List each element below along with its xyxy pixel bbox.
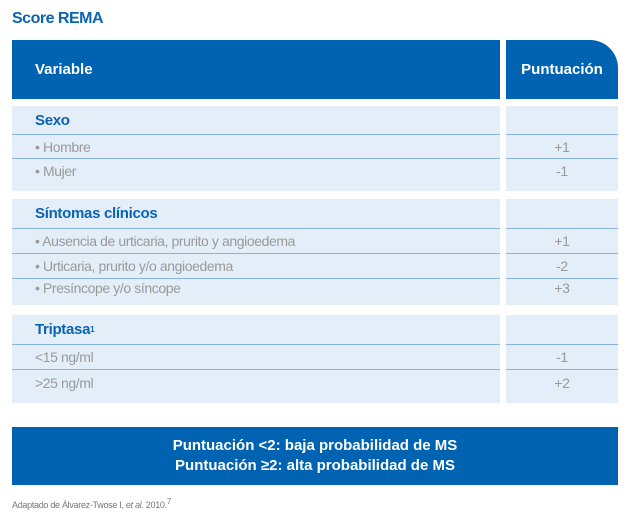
header-score: Puntuación <box>506 40 618 99</box>
row-label: • Presíncope y/o síncope <box>12 278 500 305</box>
summary-box: Puntuación <2: baja probabilidad de MS P… <box>12 427 618 485</box>
header-variable: Variable <box>12 40 500 99</box>
group-background <box>506 106 618 191</box>
group-heading: Triptasa 1 <box>35 321 95 338</box>
summary-line-2: Puntuación ≥2: alta probabilidad de MS <box>175 457 455 474</box>
group-heading: Sexo <box>35 111 70 129</box>
group-background <box>506 315 618 403</box>
group-background <box>12 199 500 305</box>
row-score: +1 <box>506 228 618 253</box>
table-title: Score REMA <box>12 10 104 27</box>
row-label: • Mujer <box>12 158 500 191</box>
row-label: • Hombre <box>12 134 500 158</box>
row-score: -1 <box>506 158 618 191</box>
row-score: -2 <box>506 253 618 278</box>
row-score: -1 <box>506 344 618 369</box>
row-score: +3 <box>506 278 618 305</box>
group-background <box>12 315 500 403</box>
row-score: +2 <box>506 369 618 403</box>
row-score: +1 <box>506 134 618 158</box>
row-label: <15 ng/ml <box>12 344 500 369</box>
row-label: • Urticaria, prurito y/o angioedema <box>12 253 500 278</box>
footnote: Adaptado de Álvarez-Twose I, et al. 2010… <box>12 497 171 510</box>
group-background <box>12 106 500 191</box>
group-heading: Síntomas clínicos <box>35 205 158 222</box>
row-label: >25 ng/ml <box>12 369 500 403</box>
summary-line-1: Puntuación <2: baja probabilidad de MS <box>172 437 458 454</box>
row-label: • Ausencia de urticaria, prurito y angio… <box>12 228 500 253</box>
group-background <box>506 199 618 305</box>
